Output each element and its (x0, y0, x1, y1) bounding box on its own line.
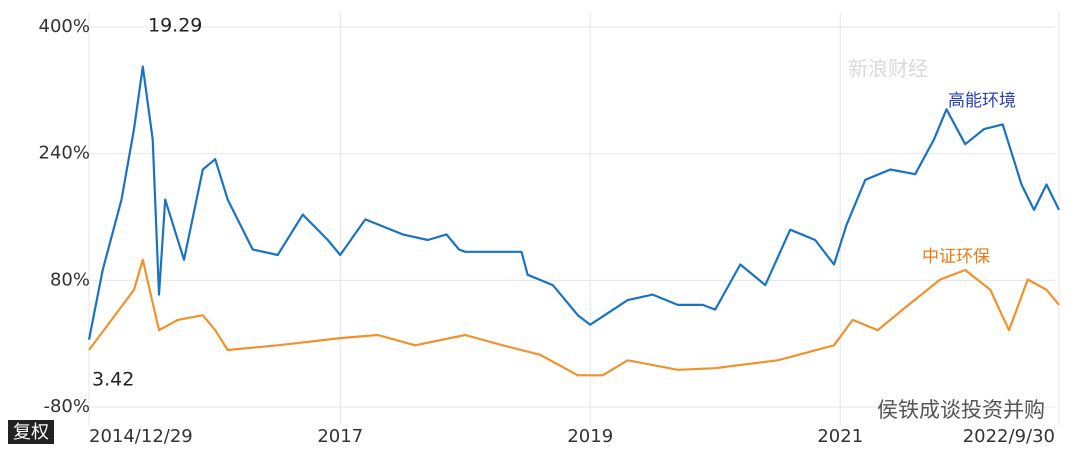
x-tick-label: 2017 (317, 426, 363, 447)
x-tick-label: 2021 (817, 426, 863, 447)
adjust-badge (8, 420, 54, 444)
x-tick-label: 2022/9/30 (963, 426, 1055, 447)
adjust-label: 复权 (13, 422, 49, 443)
footer-watermark: 侯铁成谈投资并购 (877, 398, 1045, 422)
series-label: 中证环保 (922, 247, 990, 267)
y-tick-label: 240% (39, 143, 90, 164)
y-tick-label: 400% (39, 16, 90, 37)
watermark: 新浪财经 (848, 57, 928, 81)
max-annotation: 19.29 (148, 15, 202, 37)
series-line (88, 258, 1060, 377)
x-tick-label: 2014/12/29 (89, 426, 193, 447)
min-annotation: 3.42 (92, 369, 134, 391)
series-line (87, 65, 1060, 340)
series-label: 高能环境 (948, 91, 1016, 111)
x-tick-label: 2019 (567, 426, 613, 447)
y-tick-label: -80% (43, 396, 90, 417)
y-tick-label: 80% (50, 269, 90, 290)
